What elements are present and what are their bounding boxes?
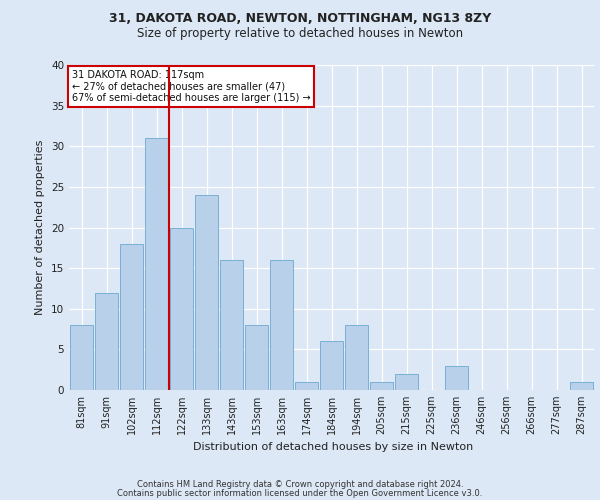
Bar	[170, 228, 193, 390]
Bar	[145, 138, 169, 390]
Bar	[70, 325, 94, 390]
Bar	[119, 244, 143, 390]
Bar	[220, 260, 244, 390]
Bar	[269, 260, 293, 390]
Text: Size of property relative to detached houses in Newton: Size of property relative to detached ho…	[137, 28, 463, 40]
Text: Contains HM Land Registry data © Crown copyright and database right 2024.: Contains HM Land Registry data © Crown c…	[137, 480, 463, 489]
Bar	[344, 325, 368, 390]
Text: 31 DAKOTA ROAD: 117sqm
← 27% of detached houses are smaller (47)
67% of semi-det: 31 DAKOTA ROAD: 117sqm ← 27% of detached…	[71, 70, 310, 103]
Bar	[395, 374, 418, 390]
Bar	[245, 325, 268, 390]
Bar	[95, 292, 118, 390]
Text: Distribution of detached houses by size in Newton: Distribution of detached houses by size …	[193, 442, 473, 452]
Bar	[370, 382, 394, 390]
Bar	[569, 382, 593, 390]
Bar	[320, 341, 343, 390]
Bar	[445, 366, 469, 390]
Text: Contains public sector information licensed under the Open Government Licence v3: Contains public sector information licen…	[118, 488, 482, 498]
Bar	[194, 195, 218, 390]
Text: 31, DAKOTA ROAD, NEWTON, NOTTINGHAM, NG13 8ZY: 31, DAKOTA ROAD, NEWTON, NOTTINGHAM, NG1…	[109, 12, 491, 26]
Bar	[295, 382, 319, 390]
Y-axis label: Number of detached properties: Number of detached properties	[35, 140, 46, 315]
